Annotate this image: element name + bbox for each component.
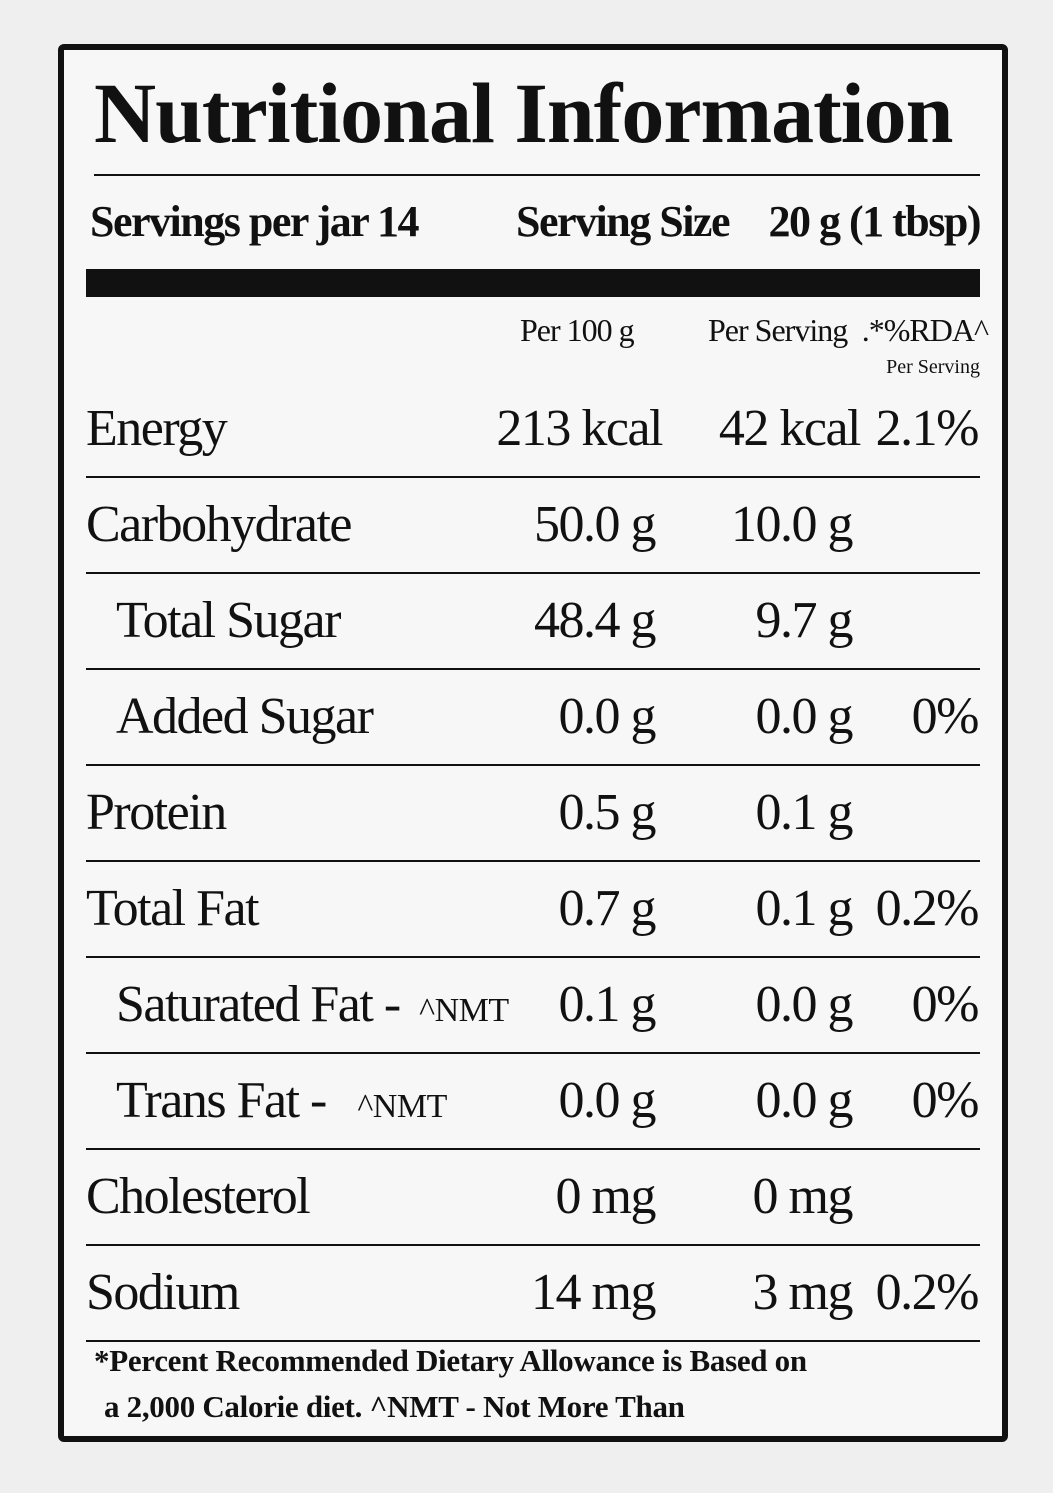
nutrient-per100: 0.1 g: [558, 976, 657, 1033]
nutrient-row-protein: Protein 0.5 g 0.1 g: [86, 766, 980, 862]
nutrient-row-carbohydrate: Carbohydrate 50.0 g 10.0 g: [86, 478, 980, 574]
label-title: Nutritional Information: [94, 65, 953, 161]
nutrient-per-serving: 9.7 g: [755, 592, 854, 649]
nutrient-per-serving: 0.0 g: [755, 976, 854, 1033]
servings-row: Servings per jar 14 Serving Size 20 g (1…: [86, 196, 981, 246]
nutrient-per100: 0.5 g: [558, 784, 657, 841]
nutrient-name: Sodium: [86, 1264, 240, 1321]
nutrient-per-serving: 0.1 g: [755, 880, 854, 937]
column-header-rda-sub: Per Serving: [886, 356, 980, 378]
nutrient-per100: 14 mg: [531, 1264, 656, 1321]
column-header-per-serving: Per Serving: [708, 312, 848, 348]
footnote-line-1: *Percent Recommended Dietary Allowance i…: [94, 1343, 807, 1378]
column-header-per-100g: Per 100 g: [520, 312, 635, 348]
nutrient-name: Energy: [86, 400, 228, 457]
servings-per-jar: Servings per jar 14: [90, 197, 419, 246]
nutrient-name: Carbohydrate: [86, 496, 353, 553]
nutrient-rda: 0%: [911, 976, 980, 1033]
nutrient-row-total-sugar: Total Sugar 48.4 g 9.7 g: [86, 574, 980, 670]
serving-size-value: 20 g (1 tbsp): [768, 197, 981, 246]
nutrient-row-total-fat: Total Fat 0.7 g 0.1 g 0.2%: [86, 862, 980, 958]
nutrient-per100: 0.7 g: [558, 880, 657, 937]
nutrient-per-serving: 0.0 g: [755, 688, 854, 745]
nutrient-per-serving: 42 kcal: [718, 400, 862, 457]
nutrient-name: Total Fat: [86, 880, 260, 937]
nutrient-row-cholesterol: Cholesterol 0 mg 0 mg: [86, 1150, 980, 1246]
nutrient-name: Added Sugar: [116, 688, 374, 745]
nutrient-name-group: Trans Fat - ^NMT: [116, 1075, 447, 1127]
nutrition-label: Nutritional Information Servings per jar…: [58, 44, 1008, 1442]
nutrient-row-added-sugar: Added Sugar 0.0 g 0.0 g 0%: [86, 670, 980, 766]
nutrient-name: Total Sugar: [116, 592, 341, 649]
nutrient-rda: 0.2%: [875, 880, 980, 937]
nutrient-rda: 0%: [911, 688, 980, 745]
nutrient-rda: 0%: [911, 1072, 980, 1129]
nutrient-name: Protein: [86, 784, 227, 841]
title-divider: [94, 174, 980, 176]
column-header-rda: .*%RDA^: [861, 312, 989, 348]
nutrient-per-serving: 0 mg: [752, 1168, 854, 1225]
label-content: Nutritional Information Servings per jar…: [86, 50, 989, 1436]
nutrient-name: Cholesterol: [86, 1168, 311, 1225]
nutrient-note: ^NMT: [419, 992, 509, 1029]
nutrient-per100: 0 mg: [555, 1168, 657, 1225]
footnote: *Percent Recommended Dietary Allowance i…: [94, 1338, 807, 1430]
nutrient-per100: 213 kcal: [496, 400, 663, 457]
nutrient-per-serving: 3 mg: [752, 1264, 854, 1321]
nutrient-per-serving: 0.0 g: [755, 1072, 854, 1129]
thick-divider: [86, 269, 980, 297]
nutrient-per100: 0.0 g: [558, 1072, 657, 1129]
nutrient-per100: 50.0 g: [534, 496, 657, 553]
nutrient-row-trans-fat: Trans Fat - ^NMT 0.0 g 0.0 g 0%: [86, 1054, 980, 1150]
nutrient-name: Saturated Fat -: [116, 976, 412, 1033]
nutrient-per-serving: 0.1 g: [755, 784, 854, 841]
nutrient-per100: 0.0 g: [558, 688, 657, 745]
footnote-line-2: a 2,000 Calorie diet. ^NMT - Not More Th…: [104, 1389, 685, 1424]
nutrient-note: ^NMT: [357, 1088, 447, 1125]
nutrient-row-saturated-fat: Saturated Fat - ^NMT 0.1 g 0.0 g 0%: [86, 958, 980, 1054]
nutrient-per100: 48.4 g: [534, 592, 657, 649]
nutrient-row-sodium: Sodium 14 mg 3 mg 0.2%: [86, 1246, 980, 1342]
nutrient-rda: 0.2%: [875, 1264, 980, 1321]
serving-size-label: Serving Size: [516, 197, 730, 246]
nutrient-row-energy: Energy 213 kcal 42 kcal 2.1%: [86, 382, 980, 478]
nutrient-rda: 2.1%: [875, 400, 980, 457]
nutrient-per-serving: 10.0 g: [731, 496, 854, 553]
nutrient-name-group: Saturated Fat - ^NMT: [116, 979, 509, 1031]
nutrient-name: Trans Fat -: [116, 1072, 338, 1129]
nutrient-table: Energy 213 kcal 42 kcal 2.1% Carbohydrat…: [86, 382, 980, 1342]
